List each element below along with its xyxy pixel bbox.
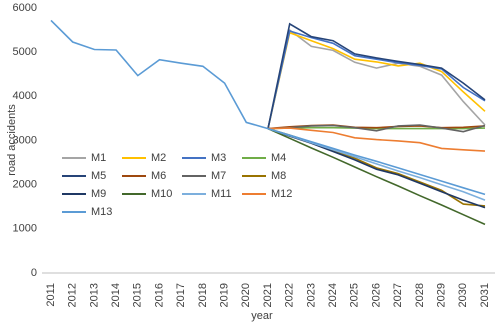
legend-label: M4 (271, 152, 286, 164)
x-tick-label: 2028 (414, 283, 426, 307)
legend-label: M6 (151, 170, 166, 182)
series-line (267, 124, 486, 133)
x-tick-label: 2014 (110, 283, 122, 307)
x-tick-label: 2026 (370, 283, 382, 307)
legend-label: M5 (91, 170, 106, 182)
x-tick-label: 2016 (153, 283, 165, 307)
series-line (267, 31, 486, 129)
y-tick-label: 3000 (13, 134, 37, 146)
y-tick-label: 6000 (13, 2, 37, 14)
x-tick-label: 2021 (262, 283, 274, 307)
series-line (50, 19, 486, 196)
series-line (267, 127, 486, 152)
legend-label: M10 (151, 188, 172, 200)
series-line (267, 29, 486, 129)
x-tick-label: 2018 (197, 283, 209, 307)
x-tick-label: 2020 (240, 283, 252, 307)
y-tick-label: 4000 (13, 90, 37, 102)
x-tick-label: 2011 (45, 283, 57, 307)
legend-label: M11 (211, 188, 232, 200)
x-tick-label: 2012 (67, 283, 79, 307)
x-axis-title: year (251, 310, 273, 322)
y-tick-label: 5000 (13, 46, 37, 58)
x-tick-label: 2023 (305, 283, 317, 307)
x-tick-label: 2031 (479, 283, 491, 307)
x-tick-label: 2027 (392, 283, 404, 307)
series-line (267, 22, 486, 129)
legend-label: M13 (91, 206, 112, 218)
y-axis-title: road accidents (6, 104, 18, 176)
x-tick-label: 2017 (175, 283, 187, 307)
x-tick-label: 2025 (349, 283, 361, 307)
y-tick-label: 2000 (13, 179, 37, 191)
y-tick-label: 1000 (13, 223, 37, 235)
x-tick-label: 2019 (219, 283, 231, 307)
legend-label: M12 (271, 188, 292, 200)
x-tick-label: 2015 (132, 283, 144, 307)
legend-label: M9 (91, 188, 106, 200)
series-line (267, 127, 486, 226)
x-tick-label: 2024 (327, 283, 339, 307)
legend-label: M7 (211, 170, 226, 182)
x-tick-label: 2029 (436, 283, 448, 307)
x-tick-label: 2030 (457, 283, 469, 307)
y-tick-label: 0 (31, 267, 37, 279)
series-line (267, 28, 486, 129)
legend-label: M1 (91, 152, 106, 164)
x-tick-label: 2022 (284, 283, 296, 307)
legend-label: M2 (151, 152, 166, 164)
x-tick-label: 2013 (88, 283, 100, 307)
legend-label: M8 (271, 170, 286, 182)
legend-label: M3 (211, 152, 226, 164)
